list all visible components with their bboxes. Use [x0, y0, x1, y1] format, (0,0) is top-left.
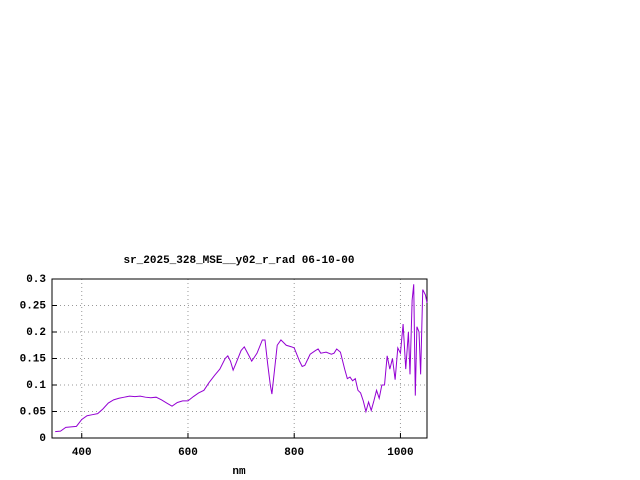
y-tick-label: 0.05	[20, 406, 47, 418]
y-tick-label: 0	[39, 433, 46, 445]
x-tick-label: 800	[284, 447, 304, 459]
y-tick-label: 0.25	[20, 300, 47, 312]
chart-title: sr_2025_328_MSE__y02_r_rad 06-10-00	[123, 255, 354, 267]
y-tick-label: 0.3	[26, 274, 46, 286]
y-tick-label: 0.15	[20, 353, 47, 365]
x-tick-label: 600	[178, 447, 198, 459]
plot-frame	[51, 278, 428, 439]
data-line	[55, 284, 428, 433]
y-tick-label: 0.1	[26, 380, 46, 392]
y-tick-label: 0.2	[26, 327, 46, 339]
x-axis-label: nm	[232, 466, 246, 478]
x-tick-label: 400	[72, 447, 92, 459]
x-tick-label: 1000	[387, 447, 413, 459]
